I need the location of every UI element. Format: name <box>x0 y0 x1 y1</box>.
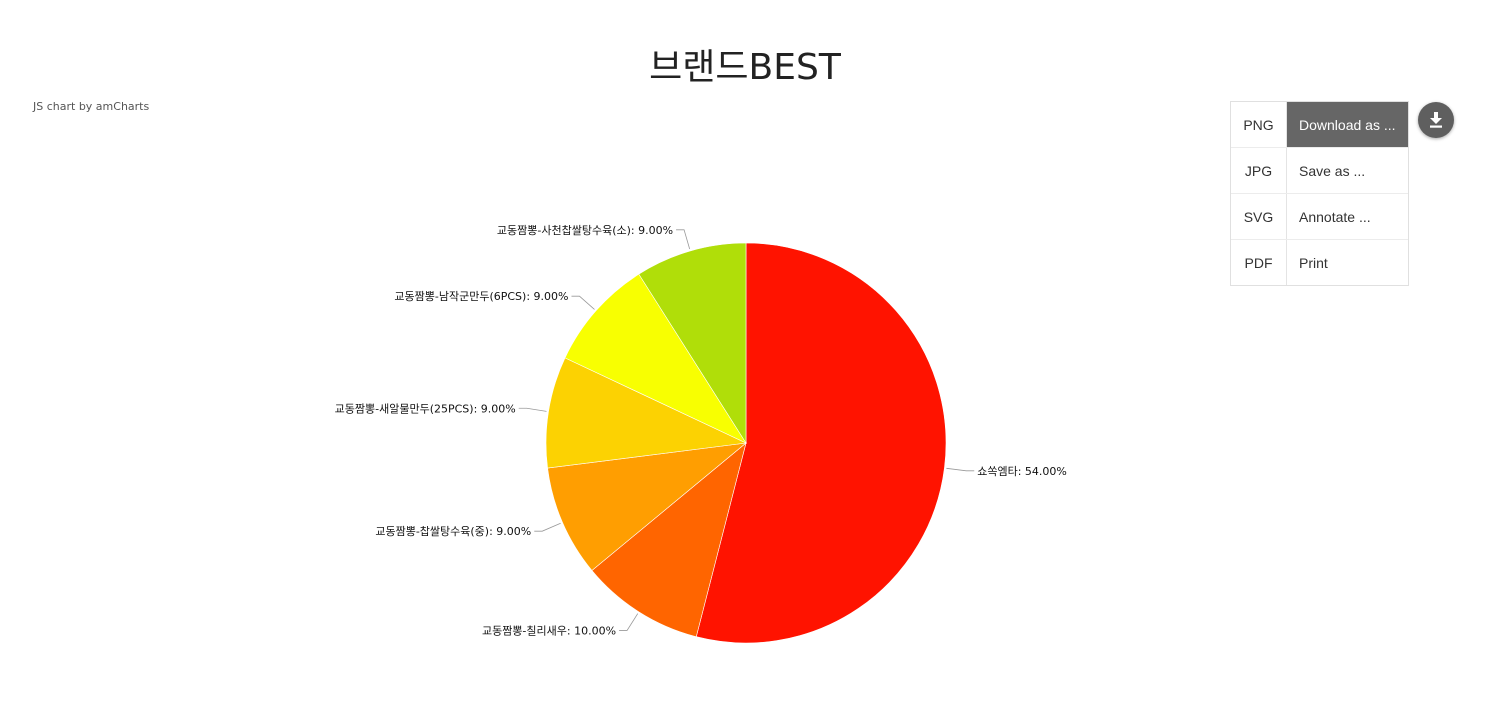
export-row-pdf: PDF Print <box>1231 240 1408 285</box>
pie-label-connector <box>946 467 975 472</box>
pie-slice-label: 쇼쏙엠타: 54.00% <box>977 465 1067 478</box>
pie-slice[interactable] <box>564 273 747 444</box>
pie-slice-label: 교동짬뽕-칠리새우: 10.00% <box>482 624 616 637</box>
pie-label-connector <box>676 229 691 250</box>
pie-slice[interactable] <box>695 242 947 644</box>
chart-title: 브랜드BEST <box>649 47 841 88</box>
export-format-pdf[interactable]: PDF <box>1231 240 1287 285</box>
export-row-svg: SVG Annotate ... <box>1231 194 1408 240</box>
export-row-png: PNG Download as ... <box>1231 102 1408 148</box>
pie-slice[interactable] <box>547 442 747 571</box>
pie-label-connector <box>571 295 595 310</box>
amcharts-credit-link[interactable]: JS chart by amCharts <box>33 100 150 113</box>
download-as-menu-item[interactable]: Download as ... <box>1287 102 1408 147</box>
pie-labels: 쇼쏙엠타: 54.00% 교동짬뽕-칠리새우: 10.00% 교동짬뽕-찹쌀탕수육(… <box>335 223 1067 638</box>
pie-slice[interactable] <box>591 442 747 638</box>
pie-slice[interactable] <box>545 357 748 469</box>
pie-slices <box>545 242 947 644</box>
pie-label-connector <box>518 407 547 412</box>
pie-label-connector <box>619 613 639 631</box>
export-format-svg[interactable]: SVG <box>1231 194 1287 239</box>
pie-slice-label: 교동짬뽕-남작군만두(6PCS): 9.00% <box>394 290 568 303</box>
pie-slice[interactable] <box>638 242 747 445</box>
export-format-png[interactable]: PNG <box>1231 102 1287 147</box>
annotate-menu-item[interactable]: Annotate ... <box>1299 208 1371 225</box>
pie-slice-label: 교동짬뽕-찹쌀탕수육(중): 9.00% <box>375 525 531 538</box>
export-button[interactable] <box>1418 102 1454 138</box>
pie-slice-label: 교동짬뽕-사천찹쌀탕수육(소): 9.00% <box>497 223 673 237</box>
print-menu-item[interactable]: Print <box>1299 254 1328 271</box>
save-as-menu-item[interactable]: Save as ... <box>1299 162 1366 179</box>
export-row-jpg: JPG Save as ... <box>1231 148 1408 194</box>
download-icon <box>1430 112 1442 128</box>
pie-slice-label: 교동짬뽕-새알물만두(25PCS): 9.00% <box>335 401 516 415</box>
pie-label-connector <box>534 522 561 532</box>
export-menu: PNG Download as ... JPG Save as ... SVG … <box>1230 101 1409 286</box>
export-format-jpg[interactable]: JPG <box>1231 148 1287 193</box>
